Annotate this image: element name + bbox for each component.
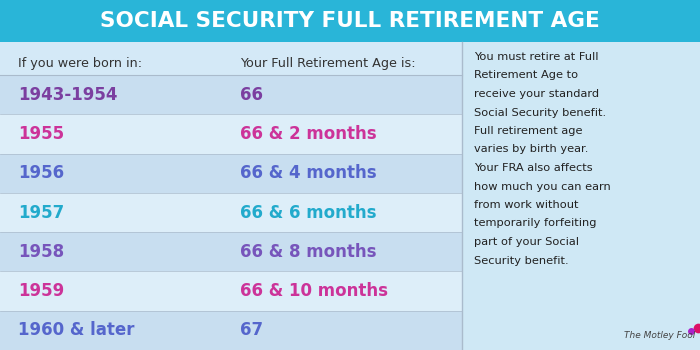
Text: 66 & 6 months: 66 & 6 months xyxy=(240,203,377,222)
Text: from work without: from work without xyxy=(474,200,578,210)
Text: 1955: 1955 xyxy=(18,125,64,143)
Text: SOCIAL SECURITY FULL RETIREMENT AGE: SOCIAL SECURITY FULL RETIREMENT AGE xyxy=(100,11,600,31)
Text: 1943-1954: 1943-1954 xyxy=(18,86,118,104)
Text: part of your Social: part of your Social xyxy=(474,237,579,247)
Text: 1957: 1957 xyxy=(18,203,64,222)
Text: 66 & 10 months: 66 & 10 months xyxy=(240,282,388,300)
Text: Social Security benefit.: Social Security benefit. xyxy=(474,107,606,118)
Text: Your FRA also affects: Your FRA also affects xyxy=(474,163,593,173)
Text: 66 & 2 months: 66 & 2 months xyxy=(240,125,377,143)
Bar xyxy=(0,311,462,350)
Text: 66 & 4 months: 66 & 4 months xyxy=(240,164,377,182)
Bar xyxy=(0,0,700,42)
Text: Your Full Retirement Age is:: Your Full Retirement Age is: xyxy=(240,56,416,70)
Text: 67: 67 xyxy=(240,321,263,340)
Text: 66: 66 xyxy=(240,86,263,104)
Bar xyxy=(0,75,462,114)
Text: 1960 & later: 1960 & later xyxy=(18,321,134,340)
Text: Full retirement age: Full retirement age xyxy=(474,126,582,136)
Bar xyxy=(0,232,462,272)
Text: varies by birth year.: varies by birth year. xyxy=(474,145,589,154)
Bar xyxy=(0,272,462,311)
Text: The Motley Fool: The Motley Fool xyxy=(624,331,695,340)
Text: 1959: 1959 xyxy=(18,282,64,300)
Bar xyxy=(0,42,462,350)
Bar xyxy=(0,114,462,154)
Text: Retirement Age to: Retirement Age to xyxy=(474,70,578,80)
Text: how much you can earn: how much you can earn xyxy=(474,182,610,191)
Text: 66 & 8 months: 66 & 8 months xyxy=(240,243,377,261)
Text: If you were born in:: If you were born in: xyxy=(18,56,142,70)
Text: Security benefit.: Security benefit. xyxy=(474,256,568,266)
Bar xyxy=(462,42,700,350)
Text: temporarily forfeiting: temporarily forfeiting xyxy=(474,218,596,229)
Text: You must retire at Full: You must retire at Full xyxy=(474,52,598,62)
Text: 1956: 1956 xyxy=(18,164,64,182)
Bar xyxy=(0,154,462,193)
Bar xyxy=(0,193,462,232)
Text: receive your standard: receive your standard xyxy=(474,89,599,99)
Text: 1958: 1958 xyxy=(18,243,64,261)
